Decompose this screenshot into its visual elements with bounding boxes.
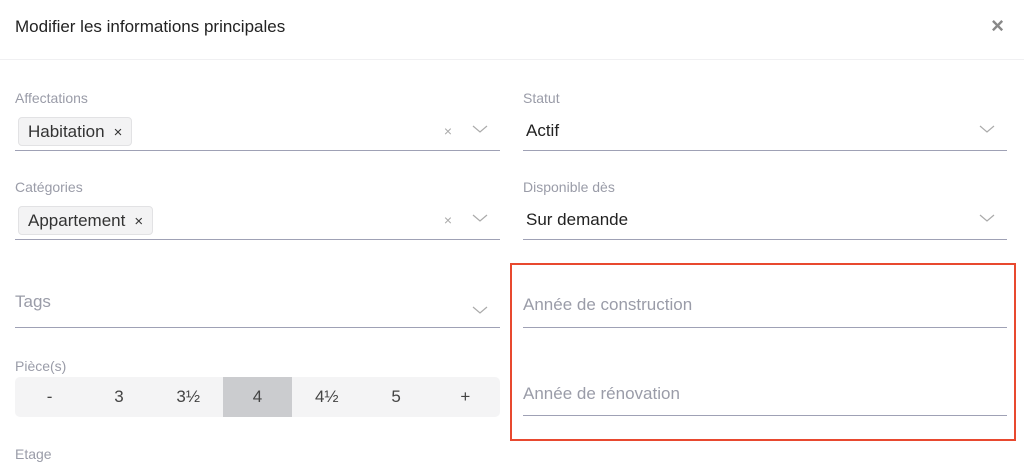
- pieces-option[interactable]: 3½: [176, 387, 201, 406]
- pieces-segmented-control: - 3 3½ 4 4½ 5 +: [15, 377, 500, 417]
- chevron-down-icon[interactable]: [979, 121, 995, 137]
- pieces-option[interactable]: 5: [391, 387, 401, 406]
- modal-header: Modifier les informations principales ×: [0, 0, 1024, 60]
- statut-label: Statut: [523, 90, 560, 106]
- chip-remove-icon[interactable]: ×: [134, 213, 144, 230]
- affectations-label: Affectations: [15, 90, 88, 106]
- affectations-select[interactable]: Habitation × ×: [15, 115, 500, 151]
- clear-icon[interactable]: ×: [443, 212, 452, 228]
- chip-remove-icon[interactable]: ×: [113, 124, 123, 141]
- tags-placeholder: Tags: [15, 292, 51, 311]
- categories-select[interactable]: Appartement × ×: [15, 204, 500, 240]
- statut-select[interactable]: Actif: [523, 115, 1007, 151]
- pieces-option[interactable]: +: [460, 387, 471, 406]
- highlight-box: [510, 263, 1016, 441]
- chevron-down-icon[interactable]: [979, 210, 995, 226]
- pieces-option-selected[interactable]: 4: [222, 377, 293, 417]
- categories-label: Catégories: [15, 179, 83, 195]
- modal-title: Modifier les informations principales: [15, 17, 286, 36]
- close-icon[interactable]: ×: [991, 13, 1004, 38]
- annee-construction-placeholder: Année de construction: [523, 295, 693, 314]
- tags-select[interactable]: Tags: [15, 292, 500, 328]
- pieces-option[interactable]: 4½: [314, 387, 339, 406]
- pieces-option[interactable]: -: [46, 387, 53, 406]
- disponible-select[interactable]: Sur demande: [523, 204, 1007, 240]
- annee-construction-input[interactable]: Année de construction: [523, 295, 1007, 328]
- clear-icon[interactable]: ×: [443, 123, 452, 139]
- annee-renovation-placeholder: Année de rénovation: [523, 384, 680, 403]
- chevron-down-icon[interactable]: [472, 302, 488, 318]
- chip-label: Appartement: [28, 211, 126, 230]
- etage-label: Etage: [15, 446, 52, 462]
- chip-label: Habitation: [28, 122, 105, 141]
- disponible-label: Disponible dès: [523, 179, 615, 195]
- disponible-value: Sur demande: [526, 210, 629, 229]
- chip-appartement: Appartement ×: [18, 206, 154, 235]
- chip-habitation: Habitation ×: [18, 117, 133, 146]
- annee-renovation-input[interactable]: Année de rénovation: [523, 384, 1007, 416]
- pieces-label: Pièce(s): [15, 358, 67, 374]
- pieces-option[interactable]: 3: [114, 387, 124, 406]
- chevron-down-icon[interactable]: [472, 121, 488, 137]
- statut-value: Actif: [526, 121, 560, 140]
- chevron-down-icon[interactable]: [472, 210, 488, 226]
